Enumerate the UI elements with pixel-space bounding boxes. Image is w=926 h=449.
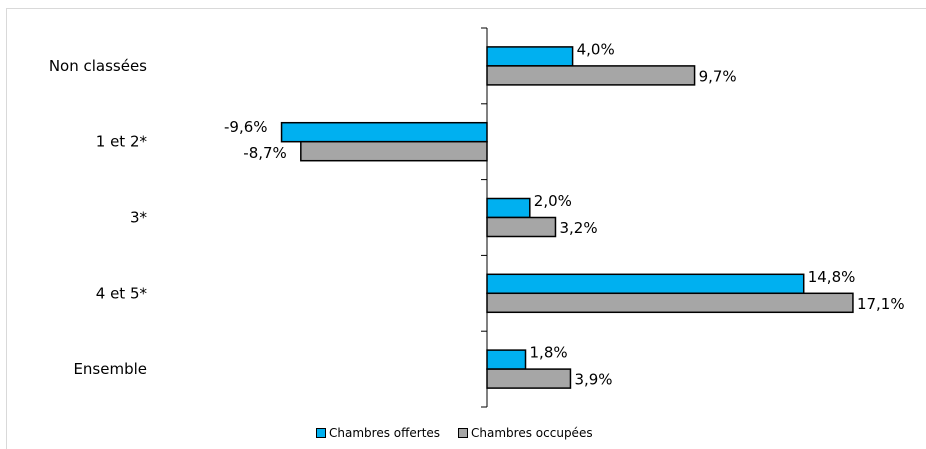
bar-occupees (486, 216, 557, 238)
category-label: Ensemble (73, 360, 147, 378)
data-label: 3,2% (559, 219, 597, 237)
bar-offertes (486, 197, 531, 219)
legend-swatch-offertes (316, 428, 326, 438)
bar-offertes (486, 46, 574, 67)
chart-frame (6, 8, 926, 449)
bar-offertes (486, 349, 527, 370)
legend-label-offertes: Chambres offertes (329, 426, 441, 440)
category-label: 3* (130, 209, 148, 227)
bar-occupees (486, 368, 572, 389)
bar-offertes (280, 121, 488, 143)
data-label: 17,1% (857, 295, 905, 313)
legend-label-occupees: Chambres occupées (471, 426, 593, 440)
legend-swatch-occupees (458, 428, 469, 438)
data-label: -9,6% (224, 118, 268, 136)
data-label: 14,8% (808, 268, 856, 286)
category-label: 1 et 2* (96, 133, 148, 151)
bar-occupees (300, 140, 488, 162)
legend: Chambres offertes Chambres occupées (316, 426, 593, 440)
legend-item-offertes: Chambres offertes (316, 426, 440, 440)
data-label: 1,8% (530, 344, 568, 362)
category-label: 4 et 5* (96, 284, 148, 302)
data-label: 3,9% (574, 371, 612, 389)
data-label: 9,7% (699, 67, 737, 85)
bar-offertes (486, 273, 805, 295)
data-label: 4,0% (577, 40, 615, 58)
data-label: 2,0% (534, 192, 572, 210)
legend-item-occupees: Chambres occupées (458, 426, 593, 440)
data-label: -8,7% (243, 144, 287, 162)
category-label: Non classées (49, 57, 147, 75)
bar-occupees (486, 292, 854, 314)
bar-occupees (486, 65, 696, 86)
